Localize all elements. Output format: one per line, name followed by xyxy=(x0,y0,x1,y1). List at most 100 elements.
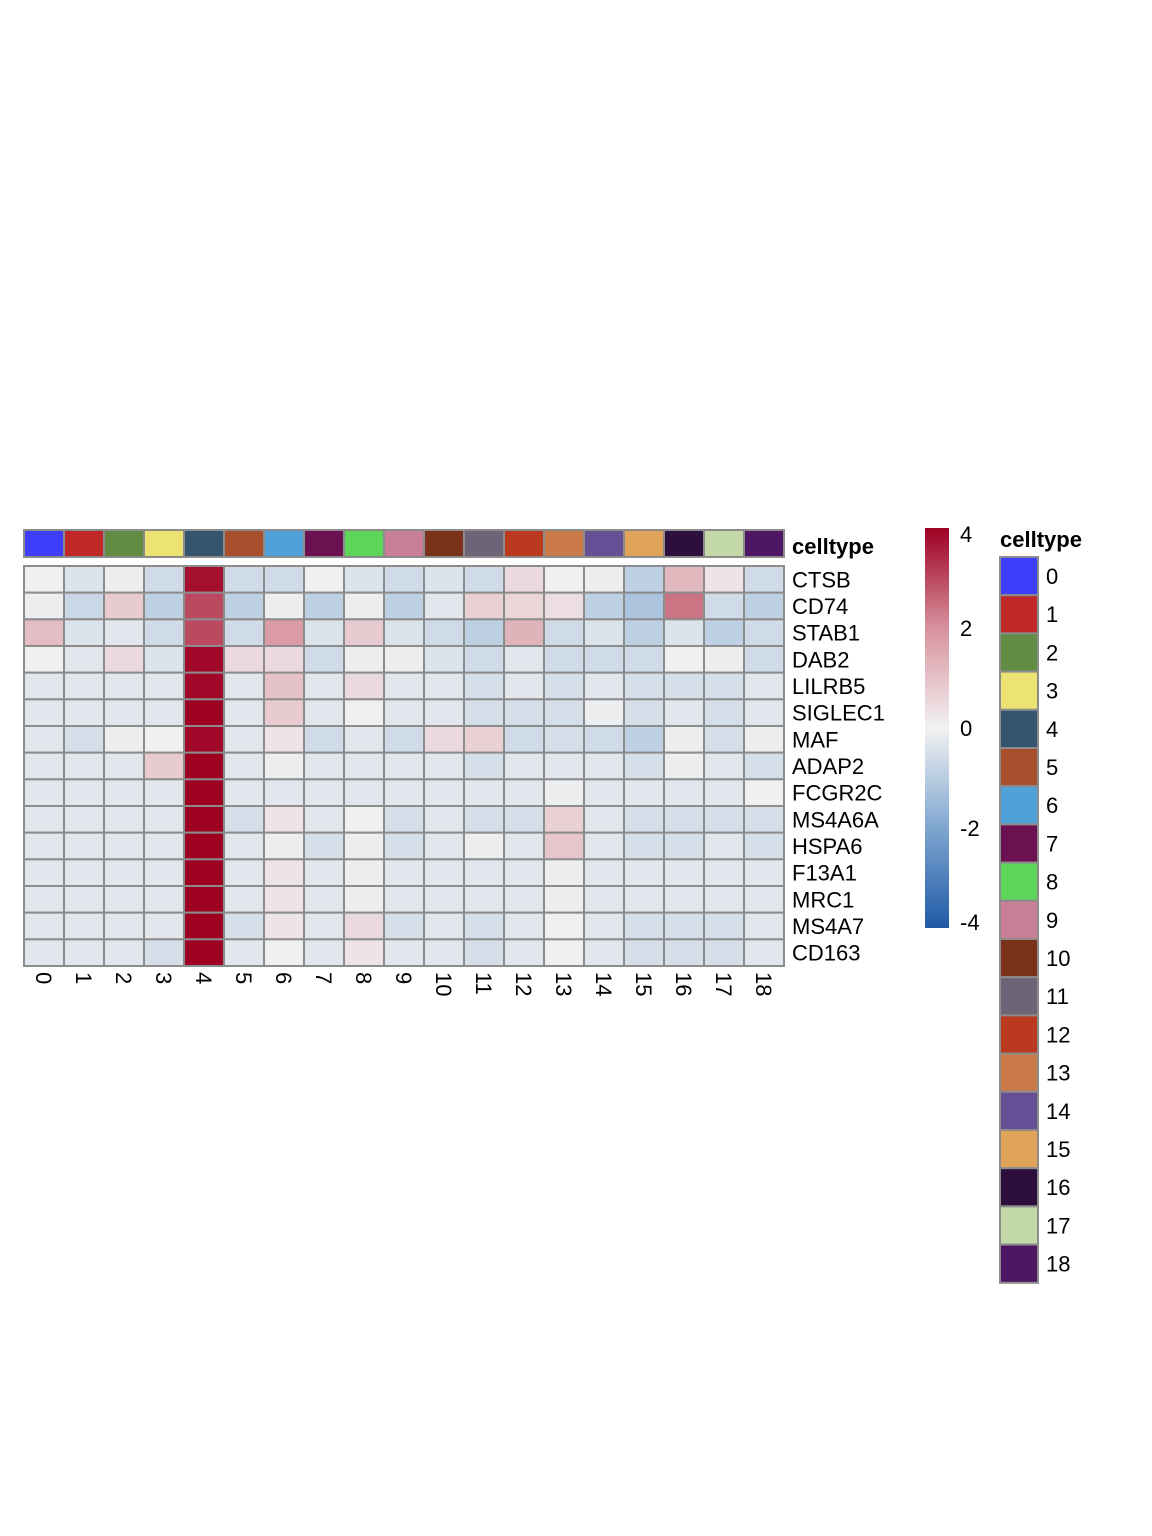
heatmap-cell xyxy=(143,858,185,887)
legend-label: 5 xyxy=(1046,755,1058,780)
heatmap-cell xyxy=(103,618,145,647)
legend-swatch xyxy=(999,938,1039,979)
annotation-cell-8 xyxy=(343,529,385,558)
legend-label: 6 xyxy=(1046,793,1058,818)
heatmap-cell xyxy=(743,778,785,807)
heatmap-cell xyxy=(343,751,385,781)
heatmap-cell xyxy=(503,911,545,941)
heatmap-cell xyxy=(303,778,345,807)
column-label: 13 xyxy=(551,972,576,996)
heatmap-cell xyxy=(63,858,105,887)
heatmap-cell xyxy=(423,671,465,701)
heatmap-cell xyxy=(383,645,425,674)
heatmap-cell xyxy=(263,805,305,834)
legend-swatch xyxy=(999,708,1039,749)
heatmap-cell xyxy=(63,698,105,727)
legend-swatch xyxy=(999,785,1039,826)
heatmap-cell xyxy=(623,885,665,914)
heatmap-cell xyxy=(223,645,265,674)
heatmap-cell xyxy=(503,698,545,727)
heatmap-cell xyxy=(63,778,105,807)
heatmap-cell xyxy=(743,938,785,967)
heatmap-cell xyxy=(63,831,105,861)
annotation-cell-12 xyxy=(503,529,545,558)
heatmap-cell xyxy=(623,671,665,701)
heatmap-cell xyxy=(503,618,545,647)
heatmap-cell xyxy=(103,805,145,834)
heatmap-cell xyxy=(183,885,225,914)
heatmap-cell xyxy=(423,725,465,754)
legend-label: 9 xyxy=(1046,908,1058,933)
heatmap-cell xyxy=(303,565,345,594)
heatmap-cell xyxy=(743,751,785,781)
heatmap-cells xyxy=(23,565,785,967)
annotation-cell-10 xyxy=(423,529,465,558)
heatmap-cell xyxy=(663,911,705,941)
heatmap-cell xyxy=(303,911,345,941)
heatmap-cell xyxy=(303,591,345,621)
heatmap-cell xyxy=(263,725,305,754)
heatmap-cell xyxy=(623,698,665,727)
row-label: MAF xyxy=(792,727,838,752)
column-label: 10 xyxy=(431,972,456,996)
heatmap-cell xyxy=(663,698,705,727)
heatmap-cell xyxy=(223,911,265,941)
heatmap-cell xyxy=(383,591,425,621)
heatmap-cell xyxy=(743,618,785,647)
legend-label: 7 xyxy=(1046,831,1058,856)
heatmap-cell xyxy=(183,831,225,861)
heatmap-cell xyxy=(103,885,145,914)
heatmap-cell xyxy=(143,778,185,807)
legend-swatch xyxy=(999,747,1039,788)
row-label: CD74 xyxy=(792,594,848,619)
colorbar-tick-label: 4 xyxy=(960,522,972,547)
heatmap-cell xyxy=(543,885,585,914)
heatmap-cell xyxy=(143,751,185,781)
heatmap-cell xyxy=(583,885,625,914)
heatmap-cell xyxy=(343,805,385,834)
heatmap-cell xyxy=(423,938,465,967)
legend-label: 0 xyxy=(1046,564,1058,589)
heatmap-cell xyxy=(743,565,785,594)
heatmap-cell xyxy=(343,565,385,594)
heatmap-cell xyxy=(423,645,465,674)
heatmap-cell xyxy=(223,938,265,967)
annotation-cell-9 xyxy=(383,529,425,558)
row-label: F13A1 xyxy=(792,861,857,886)
heatmap-cell xyxy=(743,645,785,674)
heatmap-cell xyxy=(223,778,265,807)
heatmap-cell xyxy=(23,565,65,594)
heatmap-cell xyxy=(263,778,305,807)
heatmap-cell xyxy=(503,805,545,834)
heatmap-cell xyxy=(263,911,305,941)
row-label: MRC1 xyxy=(792,887,854,912)
legend-swatch xyxy=(999,823,1039,864)
heatmap-cell xyxy=(103,591,145,621)
annotation-cell-4 xyxy=(183,529,225,558)
heatmap-cell xyxy=(143,565,185,594)
heatmap-cell xyxy=(343,911,385,941)
heatmap-cell xyxy=(263,858,305,887)
heatmap-cell xyxy=(223,565,265,594)
celltype-annotation-bar xyxy=(23,529,785,558)
row-label: CTSB xyxy=(792,567,851,592)
heatmap-cell xyxy=(343,645,385,674)
legend-label: 8 xyxy=(1046,870,1058,895)
heatmap-cell xyxy=(183,725,225,754)
heatmap-cell xyxy=(103,671,145,701)
column-label: 14 xyxy=(591,972,616,996)
heatmap-cell xyxy=(223,831,265,861)
legend-label: 10 xyxy=(1046,946,1070,971)
column-label: 17 xyxy=(711,972,736,996)
heatmap-cell xyxy=(503,645,545,674)
heatmap-cell xyxy=(583,751,625,781)
heatmap-cell xyxy=(103,778,145,807)
heatmap-cell xyxy=(263,591,305,621)
legend-swatch xyxy=(999,1090,1039,1132)
heatmap-cell xyxy=(543,751,585,781)
heatmap-cell xyxy=(423,805,465,834)
heatmap-cell xyxy=(183,938,225,967)
row-label: FCGR2C xyxy=(792,781,883,806)
heatmap-cell xyxy=(383,778,425,807)
